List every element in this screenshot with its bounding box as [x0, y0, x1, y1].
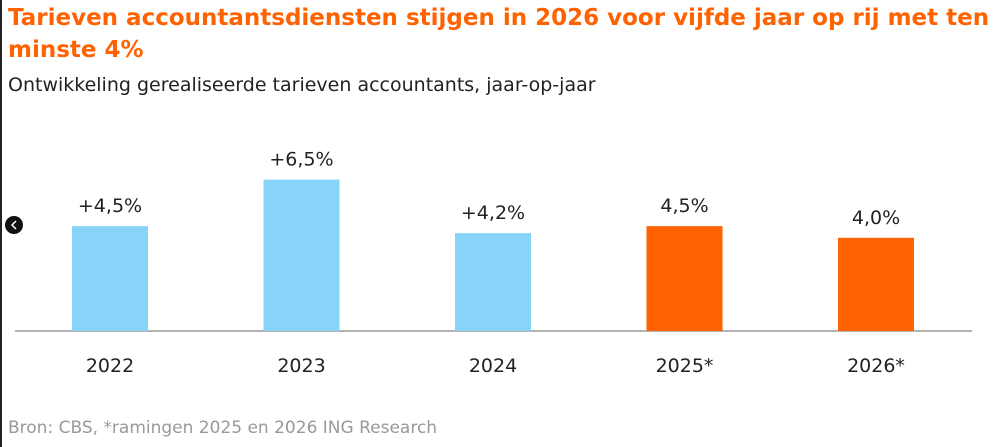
nav-button[interactable] [5, 216, 23, 234]
x-tick-label: 2026* [847, 355, 905, 377]
x-tick-label: 2024 [469, 355, 517, 377]
bar [455, 233, 531, 331]
bar [838, 237, 914, 331]
source-note: Bron: CBS, *ramingen 2025 en 2026 ING Re… [8, 418, 438, 438]
bar [72, 226, 148, 331]
value-label: +4,2% [461, 202, 525, 224]
chart-title: Tarieven accountantsdiensten stijgen in … [8, 5, 990, 63]
x-tick-label: 2022 [86, 355, 134, 377]
x-tick-label: 2025* [656, 355, 714, 377]
nav-arrow [10, 220, 17, 230]
x-tick-label: 2023 [277, 355, 325, 377]
value-label: 4,5% [660, 195, 708, 217]
value-label: +6,5% [269, 149, 333, 171]
bar [263, 179, 340, 331]
value-label: +4,5% [78, 195, 142, 217]
value-label: 4,0% [852, 207, 900, 229]
bar [646, 226, 723, 331]
chart-subtitle: Ontwikkeling gerealiseerde tarieven acco… [8, 74, 596, 96]
